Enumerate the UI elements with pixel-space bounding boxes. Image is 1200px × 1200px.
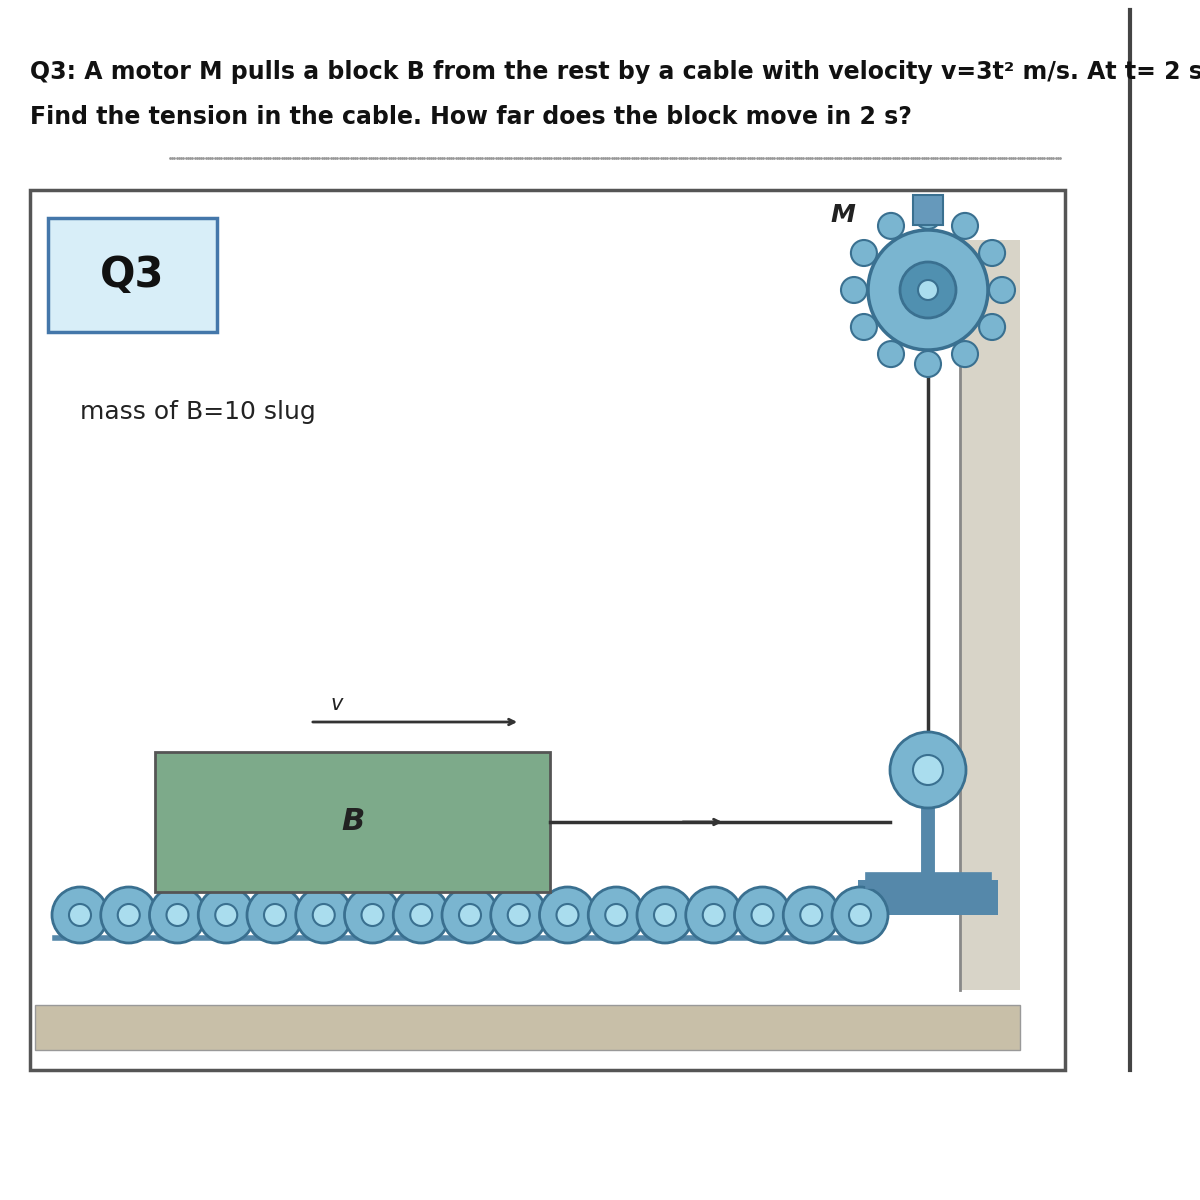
Circle shape	[784, 887, 839, 943]
Circle shape	[588, 887, 644, 943]
Circle shape	[150, 887, 205, 943]
Circle shape	[101, 887, 157, 943]
Circle shape	[198, 887, 254, 943]
Circle shape	[118, 904, 139, 926]
Circle shape	[851, 240, 877, 266]
Circle shape	[878, 212, 904, 239]
Bar	[30, 190, 1066, 1070]
Circle shape	[751, 904, 774, 926]
Circle shape	[491, 887, 547, 943]
Circle shape	[313, 904, 335, 926]
Circle shape	[215, 904, 238, 926]
Circle shape	[989, 277, 1015, 302]
Circle shape	[442, 887, 498, 943]
Circle shape	[952, 341, 978, 367]
Text: Q3: A motor M pulls a block B from the rest by a cable with velocity v=3t² m/s. : Q3: A motor M pulls a block B from the r…	[30, 60, 1200, 84]
Circle shape	[295, 887, 352, 943]
Circle shape	[979, 314, 1006, 340]
Bar	[913, 194, 943, 226]
Circle shape	[70, 904, 91, 926]
Circle shape	[637, 887, 694, 943]
Circle shape	[868, 230, 988, 350]
Circle shape	[557, 904, 578, 926]
Circle shape	[979, 240, 1006, 266]
Circle shape	[913, 755, 943, 785]
Text: v: v	[330, 694, 342, 714]
Circle shape	[654, 904, 676, 926]
Circle shape	[890, 732, 966, 808]
Circle shape	[685, 887, 742, 943]
Circle shape	[734, 887, 791, 943]
Circle shape	[850, 904, 871, 926]
Circle shape	[394, 887, 449, 943]
Circle shape	[52, 887, 108, 943]
Circle shape	[540, 887, 595, 943]
Circle shape	[167, 904, 188, 926]
Circle shape	[344, 887, 401, 943]
Text: mass of B=10 slug: mass of B=10 slug	[80, 400, 316, 424]
Circle shape	[952, 212, 978, 239]
Circle shape	[703, 904, 725, 926]
Bar	[960, 240, 1020, 990]
Text: Q3: Q3	[101, 254, 164, 296]
Circle shape	[247, 887, 302, 943]
Circle shape	[832, 887, 888, 943]
Circle shape	[264, 904, 286, 926]
Circle shape	[841, 277, 866, 302]
Bar	[35, 1006, 1020, 1050]
Circle shape	[851, 314, 877, 340]
Circle shape	[458, 904, 481, 926]
Bar	[155, 752, 550, 892]
Circle shape	[900, 262, 956, 318]
Circle shape	[800, 904, 822, 926]
FancyBboxPatch shape	[48, 218, 217, 332]
Text: M: M	[830, 203, 856, 227]
Circle shape	[878, 341, 904, 367]
Circle shape	[918, 280, 938, 300]
Circle shape	[916, 350, 941, 377]
Circle shape	[508, 904, 529, 926]
Text: Find the tension in the cable. How far does the block move in 2 s?: Find the tension in the cable. How far d…	[30, 104, 912, 128]
Text: B: B	[341, 808, 364, 836]
Circle shape	[916, 203, 941, 229]
Bar	[858, 880, 998, 914]
Circle shape	[410, 904, 432, 926]
Circle shape	[361, 904, 384, 926]
Circle shape	[605, 904, 628, 926]
